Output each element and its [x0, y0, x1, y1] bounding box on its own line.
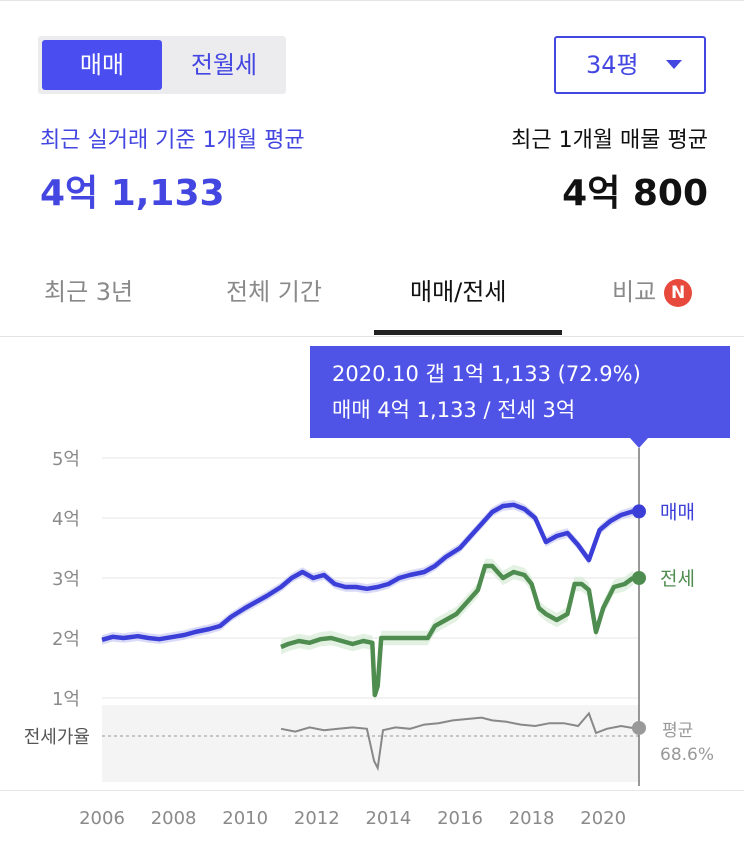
x-tick-label: 2012 [294, 808, 340, 829]
new-badge: N [664, 279, 693, 307]
tooltip-arrow [630, 438, 648, 448]
tab-recent-3-years[interactable]: 최근 3년 [44, 278, 134, 306]
tab-full-period[interactable]: 전체 기간 [226, 278, 322, 306]
bottom-divider [0, 790, 744, 791]
tooltip-gap-line: 2020.10 갭 1억 1,133 (72.9%) [332, 362, 641, 386]
tab-compare-label: 비교 [612, 278, 657, 306]
x-tick-label: 2014 [365, 808, 411, 829]
top-divider [0, 0, 744, 1]
ratio-average-value: 68.6% [660, 745, 714, 765]
rent-end-point [632, 571, 646, 585]
x-tick-label: 2018 [509, 808, 555, 829]
y-tick-label: 1억 [52, 689, 80, 710]
active-tab-indicator [374, 330, 562, 335]
size-dropdown-value: 34평 [586, 51, 639, 79]
trade-type-toggle: 매매 전월세 [38, 36, 286, 94]
y-tick-label: 5억 [52, 449, 80, 470]
rent-series-label: 전세 [660, 568, 695, 590]
tab-sale-rent[interactable]: 매매/전세 [410, 278, 507, 306]
x-tick-label: 2016 [437, 808, 483, 829]
x-tick-label: 2008 [151, 808, 197, 829]
ratio-axis-label: 전세가율 [24, 727, 90, 748]
recent-transaction-value: 4억 1,133 [40, 173, 225, 214]
y-tick-label: 4억 [52, 509, 80, 530]
rent-series-line [280, 563, 635, 698]
size-dropdown[interactable]: 34평 [554, 36, 706, 94]
x-tick-label: 2020 [580, 808, 626, 829]
y-tick-label: 2억 [52, 629, 80, 650]
tab-compare[interactable]: 비교 N [612, 272, 693, 307]
tooltip-price-line: 매매 4억 1,133 / 전세 3억 [332, 398, 576, 422]
ratio-end-point [632, 720, 646, 735]
recent-transaction-label: 최근 실거래 기준 1개월 평균 [40, 128, 305, 153]
chevron-down-icon [666, 60, 682, 69]
chart-tooltip: 2020.10 갭 1억 1,133 (72.9%) 매매 4억 1,133 /… [310, 346, 730, 438]
sale-series-line [101, 502, 634, 642]
ratio-series-line [280, 711, 634, 772]
x-tick-label: 2010 [222, 808, 268, 829]
listing-average-label: 최근 1개월 매물 평균 [511, 128, 708, 153]
x-tick-label: 2006 [79, 808, 125, 829]
y-tick-label: 3억 [52, 569, 80, 590]
sale-series-label: 매매 [660, 501, 695, 523]
rent-toggle-button[interactable]: 전월세 [190, 51, 258, 79]
ratio-average-label: 평균 [662, 721, 693, 741]
sale-toggle-button[interactable]: 매매 [42, 40, 162, 90]
sale-end-point [632, 504, 646, 519]
period-tabs: 최근 3년 전체 기간 매매/전세 비교 N [0, 258, 744, 337]
listing-average-value: 4억 800 [562, 173, 708, 214]
